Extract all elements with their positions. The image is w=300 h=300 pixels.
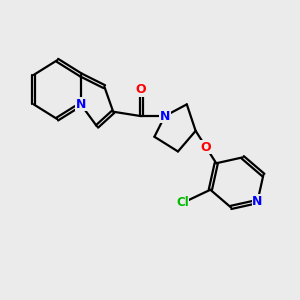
- Text: Cl: Cl: [176, 196, 189, 209]
- Text: O: O: [201, 141, 211, 154]
- Text: O: O: [136, 83, 146, 96]
- Text: N: N: [252, 195, 263, 208]
- Text: N: N: [76, 98, 86, 111]
- Text: N: N: [160, 110, 170, 123]
